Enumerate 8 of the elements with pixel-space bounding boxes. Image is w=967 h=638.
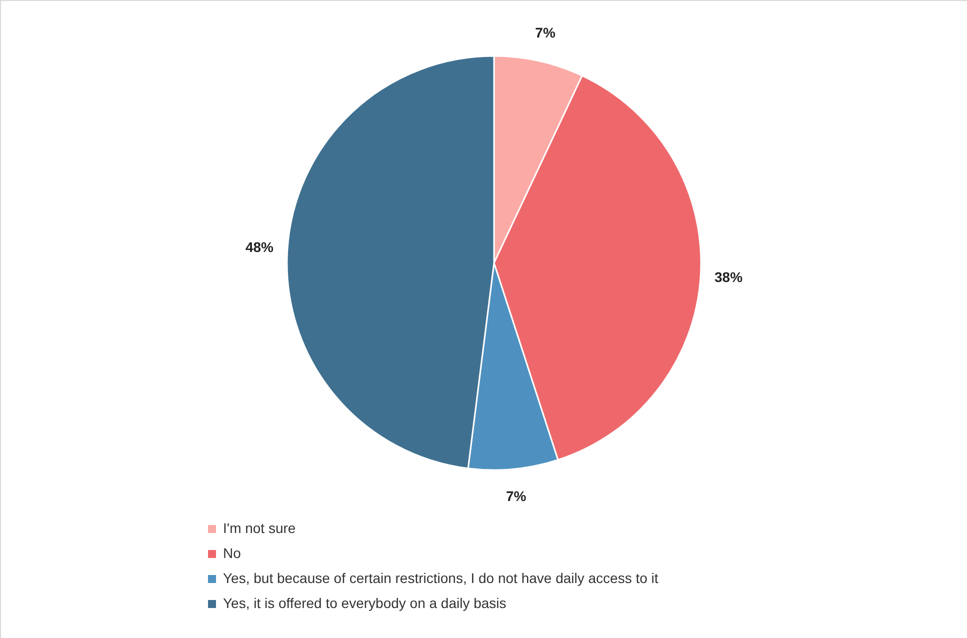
data-label: 38% <box>714 268 744 285</box>
legend-label: Yes, it is offered to everybody on a daily basis <box>223 595 506 611</box>
legend-label: Yes, but because of certain restrictions, I do not have daily access to it <box>223 570 658 586</box>
data-label: 7% <box>535 24 556 41</box>
legend-label: No <box>223 545 242 561</box>
legend-label: I'm not sure <box>223 520 296 536</box>
data-label: 7% <box>506 488 527 504</box>
data-label: 48% <box>245 239 274 256</box>
